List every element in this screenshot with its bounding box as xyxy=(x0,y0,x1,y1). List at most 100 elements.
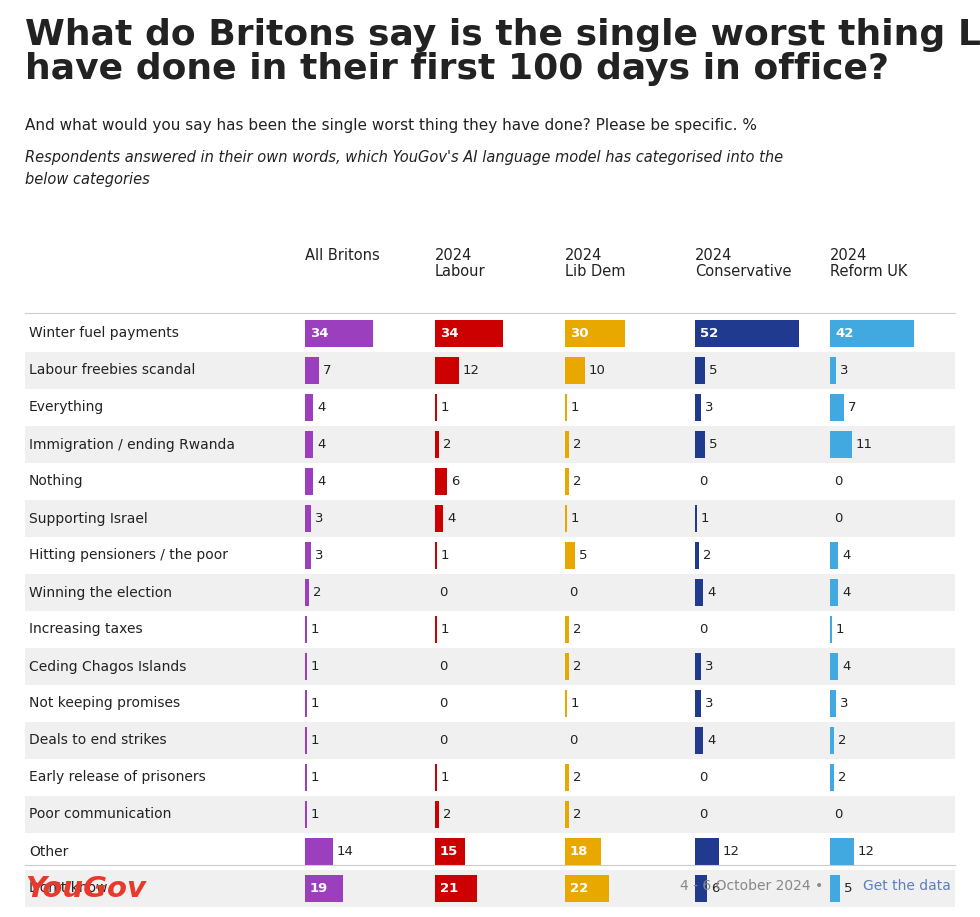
Bar xyxy=(565,616,569,643)
Text: 6: 6 xyxy=(711,882,719,895)
Bar xyxy=(25,759,955,796)
Text: 5: 5 xyxy=(579,549,587,562)
Text: 22: 22 xyxy=(570,882,588,895)
Text: 34: 34 xyxy=(310,327,328,340)
Text: 0: 0 xyxy=(834,512,843,525)
Bar xyxy=(830,542,838,569)
Bar xyxy=(830,616,832,643)
Bar xyxy=(305,653,307,679)
Text: 14: 14 xyxy=(337,845,354,858)
Bar xyxy=(305,616,307,643)
Text: 2: 2 xyxy=(313,586,321,599)
Bar xyxy=(305,320,373,347)
Bar xyxy=(25,722,955,759)
Text: 0: 0 xyxy=(834,475,843,488)
Text: 2024: 2024 xyxy=(565,248,603,263)
Text: 2024: 2024 xyxy=(830,248,867,263)
Bar xyxy=(25,833,955,870)
Text: 3: 3 xyxy=(705,660,713,673)
Bar xyxy=(25,389,955,426)
Text: Ceding Chagos Islands: Ceding Chagos Islands xyxy=(29,659,186,673)
Bar xyxy=(830,875,840,901)
Text: Winter fuel payments: Winter fuel payments xyxy=(29,326,179,340)
Text: Not keeping promises: Not keeping promises xyxy=(29,697,180,711)
Text: 4: 4 xyxy=(842,549,851,562)
Text: 18: 18 xyxy=(570,845,588,858)
Bar xyxy=(305,469,313,495)
Bar xyxy=(305,764,307,790)
Text: 1: 1 xyxy=(571,401,579,414)
Bar xyxy=(25,574,955,611)
Text: 2: 2 xyxy=(703,549,711,562)
Text: Reform UK: Reform UK xyxy=(830,264,907,279)
Bar xyxy=(695,653,701,679)
Text: 0: 0 xyxy=(439,586,448,599)
Bar xyxy=(830,838,854,865)
Text: 1: 1 xyxy=(441,623,450,636)
Bar xyxy=(565,801,569,828)
Text: Labour: Labour xyxy=(435,264,486,279)
Bar xyxy=(305,358,319,384)
Text: 11: 11 xyxy=(856,438,873,451)
Bar xyxy=(565,431,569,458)
Bar xyxy=(25,648,955,685)
Text: 1: 1 xyxy=(571,697,579,710)
Bar xyxy=(565,653,569,679)
Text: 3: 3 xyxy=(840,364,849,377)
Text: Get the data: Get the data xyxy=(863,879,951,893)
Bar xyxy=(830,580,838,606)
Bar xyxy=(565,875,609,901)
Bar xyxy=(565,764,569,790)
Text: 0: 0 xyxy=(699,771,708,784)
Text: 12: 12 xyxy=(723,845,740,858)
Text: 2: 2 xyxy=(573,438,581,451)
Bar xyxy=(565,358,585,384)
Bar xyxy=(830,691,836,717)
Text: 34: 34 xyxy=(440,327,459,340)
Text: 2: 2 xyxy=(573,808,581,821)
Text: 1: 1 xyxy=(701,512,710,525)
Bar xyxy=(435,875,477,901)
Text: 7: 7 xyxy=(848,401,857,414)
Bar xyxy=(435,431,439,458)
Bar xyxy=(565,469,569,495)
Text: What do Britons say is the single worst thing Labour: What do Britons say is the single worst … xyxy=(25,18,980,52)
Bar xyxy=(565,320,625,347)
Bar xyxy=(25,315,955,352)
Bar xyxy=(25,426,955,463)
Bar xyxy=(305,801,307,828)
Bar xyxy=(830,394,844,421)
Bar xyxy=(830,764,834,790)
Bar xyxy=(25,537,955,574)
Text: Everything: Everything xyxy=(29,401,104,414)
Text: 1: 1 xyxy=(836,623,845,636)
Text: 4: 4 xyxy=(842,660,851,673)
Text: YouGov: YouGov xyxy=(25,875,146,903)
Bar xyxy=(695,431,705,458)
Bar xyxy=(435,469,447,495)
Text: 4: 4 xyxy=(707,734,715,747)
Text: below categories: below categories xyxy=(25,172,150,187)
Text: 1: 1 xyxy=(311,734,319,747)
Bar xyxy=(695,838,719,865)
Bar xyxy=(25,870,955,907)
Bar xyxy=(830,358,836,384)
Text: 2: 2 xyxy=(443,438,452,451)
Text: 10: 10 xyxy=(589,364,606,377)
Text: 3: 3 xyxy=(840,697,849,710)
Text: 4: 4 xyxy=(317,401,325,414)
Bar xyxy=(435,505,443,532)
Bar xyxy=(565,505,567,532)
Text: 6: 6 xyxy=(451,475,460,488)
Text: 4: 4 xyxy=(317,475,325,488)
Bar xyxy=(695,691,701,717)
Bar xyxy=(695,542,699,569)
Text: 0: 0 xyxy=(699,623,708,636)
Bar xyxy=(695,580,703,606)
Text: 4: 4 xyxy=(447,512,456,525)
Text: 21: 21 xyxy=(440,882,459,895)
Bar xyxy=(695,394,701,421)
Text: 2: 2 xyxy=(573,623,581,636)
Text: Winning the election: Winning the election xyxy=(29,585,172,600)
Bar xyxy=(830,653,838,679)
